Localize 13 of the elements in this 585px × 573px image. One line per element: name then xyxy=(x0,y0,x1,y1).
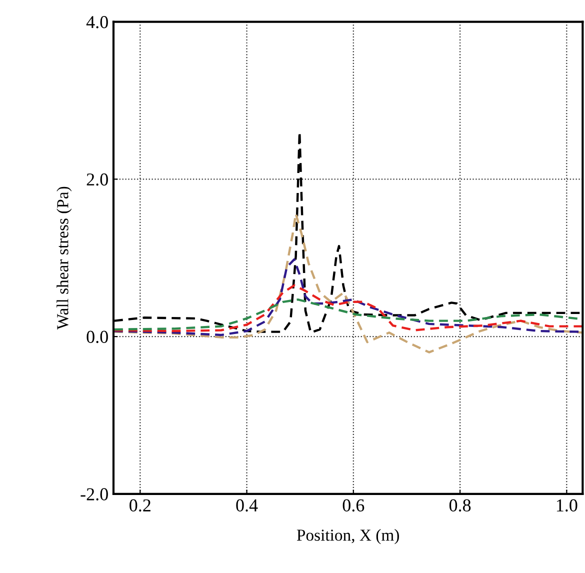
y-tick-label: 2.0 xyxy=(86,173,108,186)
y-tick-label: 4.0 xyxy=(86,16,108,28)
line-series xyxy=(113,212,583,354)
y-tick-label: -2.0 xyxy=(80,488,108,500)
line-series xyxy=(113,284,583,332)
x-axis-title: Position, X (m) xyxy=(296,529,399,544)
x-tick-label: 0.2 xyxy=(130,499,150,512)
y-axis-title: Wall shear stress (Pa) xyxy=(56,186,72,330)
y-tick-label: 0.0 xyxy=(86,330,108,344)
x-tick-label: 0.6 xyxy=(342,499,364,512)
x-tick-label: 0.8 xyxy=(449,499,471,512)
x-tick-label: 0.4 xyxy=(236,499,258,512)
x-tick-label: 1.0 xyxy=(556,499,578,512)
